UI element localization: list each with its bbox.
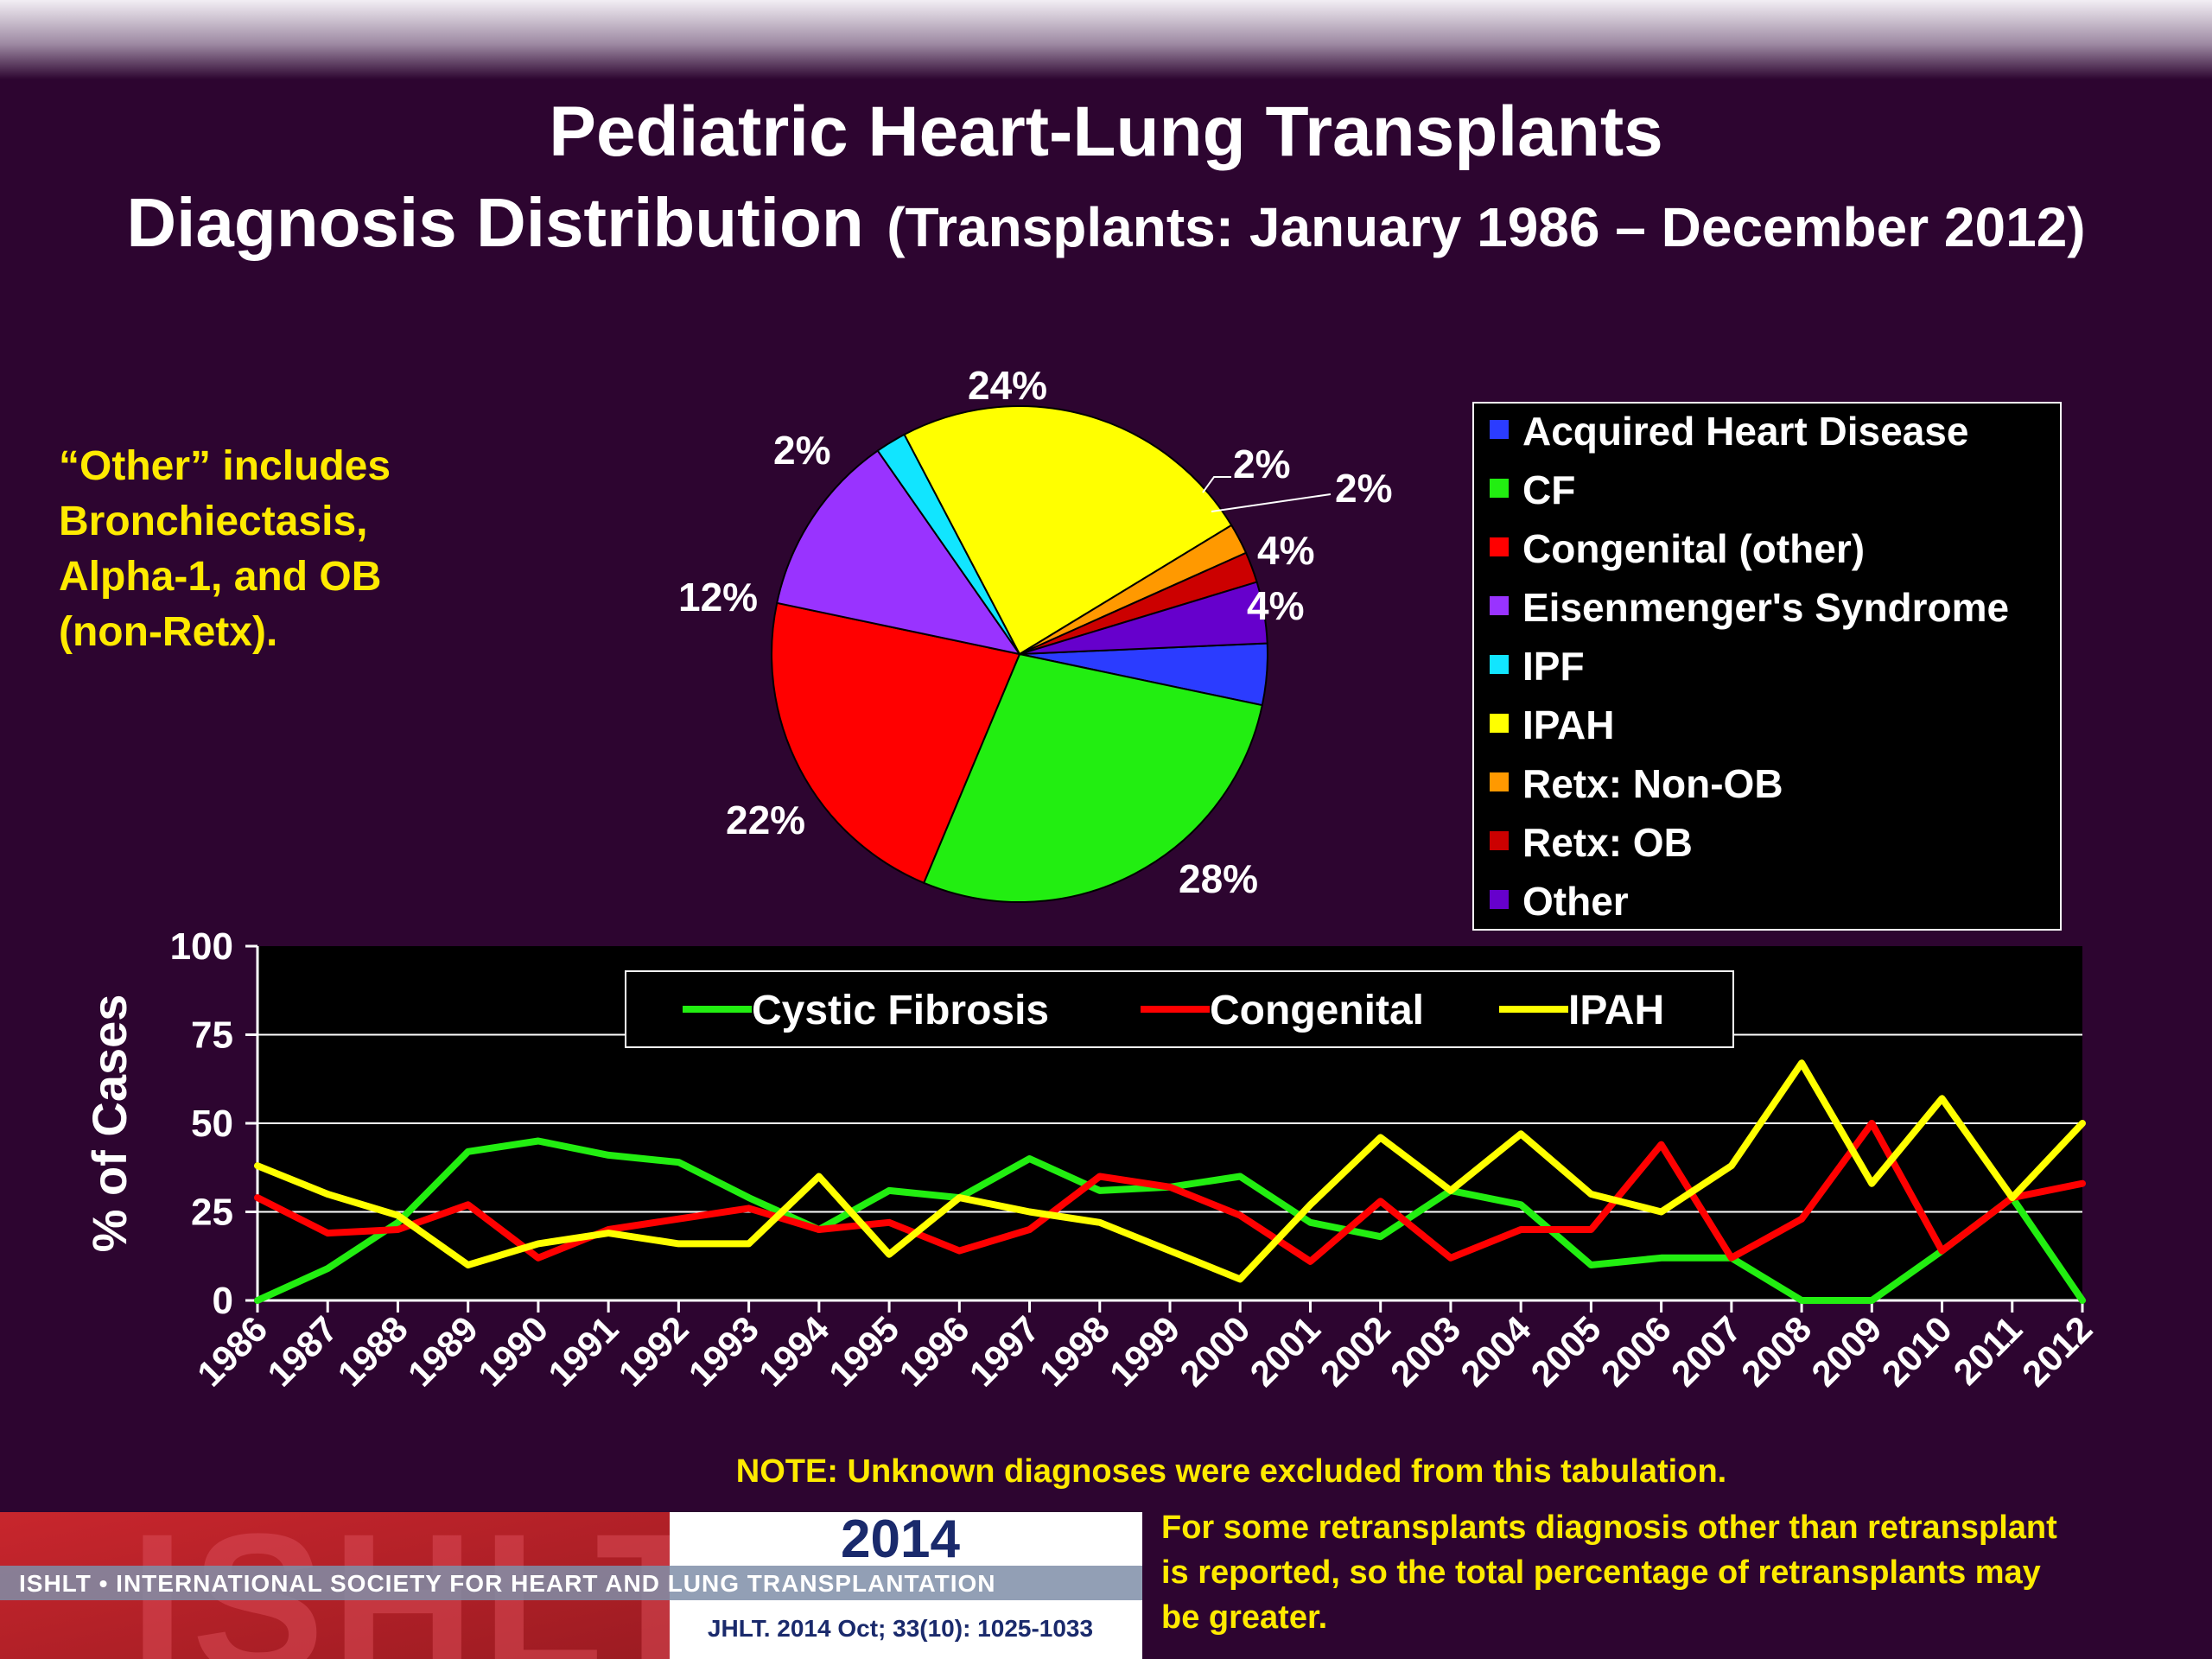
y-tick-label-100: 100 — [170, 925, 233, 968]
retransplant-note-line-2: is reported, so the total percentage of … — [1161, 1554, 2041, 1591]
title-line-1: Pediatric Heart-Lung Transplants — [549, 92, 1663, 171]
legend-swatch-ipf — [1490, 655, 1509, 674]
legend-label-retx-non-ob: Retx: Non-OB — [1522, 761, 1783, 806]
legend-text-congenital: Congenital — [1210, 988, 1424, 1033]
legend-label-congenital-other: Congenital (other) — [1522, 526, 1865, 571]
legend-text-cystic-fibrosis: Cystic Fibrosis — [752, 988, 1049, 1033]
pie-label-eisenmenger: 12% — [678, 575, 758, 620]
line-legend: Cystic Fibrosis Congenital IPAH — [625, 970, 1734, 1048]
legend-label-retx-ob: Retx: OB — [1522, 820, 1693, 865]
pie-chart — [771, 405, 1268, 904]
pie-label-acquired-heart-disease: 4% — [1247, 583, 1304, 628]
legend-label-cf: CF — [1522, 467, 1575, 512]
logo-society-band — [0, 1566, 1142, 1600]
other-note-line-2: Bronchiectasis, — [59, 499, 367, 544]
line-series — [254, 1059, 2086, 1304]
retransplant-note-line-3: be greater. — [1161, 1599, 1327, 1636]
pie-label-congenital-other: 22% — [726, 798, 805, 842]
legend-swatch-eisenmenger-s-syndrome — [1490, 596, 1509, 615]
pie-slice-eisenmenger-s-syndrome — [776, 449, 1022, 656]
pie-slice-ipah — [903, 405, 1233, 656]
retransplant-note-line-1: For some retransplants diagnosis other t… — [1161, 1510, 2057, 1546]
legend-label-ipah: IPAH — [1522, 702, 1615, 747]
unknown-diagnoses-note: NOTE: Unknown diagnoses were excluded fr… — [736, 1453, 1726, 1490]
line-legend-items: Cystic Fibrosis Congenital IPAH — [683, 988, 1664, 1033]
logo-society-name: ISHLT • INTERNATIONAL SOCIETY FOR HEART … — [19, 1570, 996, 1597]
legend-swatch-cf — [1490, 479, 1509, 498]
leader-line-retx-ob — [1211, 493, 1332, 512]
ishlt-logo: ISHLT 2014 ISHLT • INTERNATIONAL SOCIETY… — [0, 1510, 1142, 1659]
pie-legend: Acquired Heart Disease CF Congenital (othe… — [1472, 402, 2062, 931]
y-tick-label-25: 25 — [191, 1192, 233, 1234]
y-tick-labels: 0 25 50 75 100 — [170, 925, 233, 1322]
legend-swatch-congenital-other — [1490, 537, 1509, 556]
legend-label-eisenmenger-s-syndrome: Eisenmenger's Syndrome — [1522, 585, 2009, 630]
legend-label-other: Other — [1522, 879, 1629, 924]
title-line-2-main: Diagnosis Distribution — [126, 184, 863, 261]
pie-label-cf: 28% — [1179, 856, 1258, 901]
line-grid — [245, 944, 2084, 1313]
y-tick-label-75: 75 — [191, 1014, 233, 1057]
pie-labels: 4% 28% 22% 12% 2% 24% 2% 2% 4% — [678, 363, 1392, 901]
top-gradient-band — [0, 0, 2212, 79]
legend-swatch-acquired-heart-disease — [1490, 420, 1509, 439]
pie-slice-congenital-other — [771, 601, 1021, 885]
title-line-2-sub: (Transplants: January 1986 – December 20… — [887, 196, 2085, 258]
y-axis-label: % of Cases — [82, 995, 137, 1253]
pie-label-ipf: 2% — [773, 428, 830, 473]
retransplant-note: For some retransplants diagnosis other t… — [1161, 1510, 2057, 1636]
other-note-line-4: (non-Retx). — [59, 609, 277, 655]
series-line-congenital — [254, 1120, 2086, 1265]
logo-year: 2014 — [841, 1510, 960, 1569]
y-tick-label-0: 0 — [213, 1280, 233, 1322]
pie-label-other: 4% — [1257, 528, 1314, 573]
pie-label-retx-non-ob: 2% — [1233, 442, 1290, 486]
pie-legend-items: Acquired Heart Disease CF Congenital (othe… — [1490, 409, 2009, 924]
pie-slice-other — [1019, 581, 1268, 655]
legend-swatch-other — [1490, 890, 1509, 909]
other-note-line-3: Alpha-1, and OB — [59, 554, 381, 600]
logo-citation: JHLT. 2014 Oct; 33(10): 1025-1033 — [708, 1615, 1093, 1642]
legend-swatch-retx-non-ob — [1490, 772, 1509, 791]
other-note: “Other” includes Bronchiectasis, Alpha-1… — [59, 443, 391, 655]
series-line-ipah — [254, 1059, 2086, 1283]
legend-swatch-ipah — [1490, 714, 1509, 733]
legend-label-ipf: IPF — [1522, 644, 1585, 689]
legend-swatch-retx-ob — [1490, 831, 1509, 850]
pie-legend-box — [1472, 402, 2062, 931]
legend-text-ipah: IPAH — [1568, 988, 1664, 1033]
leader-line-retx-non-ob — [1202, 476, 1231, 493]
y-tick-label-50: 50 — [191, 1103, 233, 1145]
title-line-2: Diagnosis Distribution (Transplants: Jan… — [126, 184, 2085, 261]
pie-label-ipah: 24% — [968, 363, 1047, 408]
legend-label-acquired-heart-disease: Acquired Heart Disease — [1522, 409, 1968, 454]
pie-label-retx-ob: 2% — [1335, 466, 1392, 511]
other-note-line-1: “Other” includes — [59, 443, 391, 489]
pie-slice-cf — [922, 652, 1263, 904]
